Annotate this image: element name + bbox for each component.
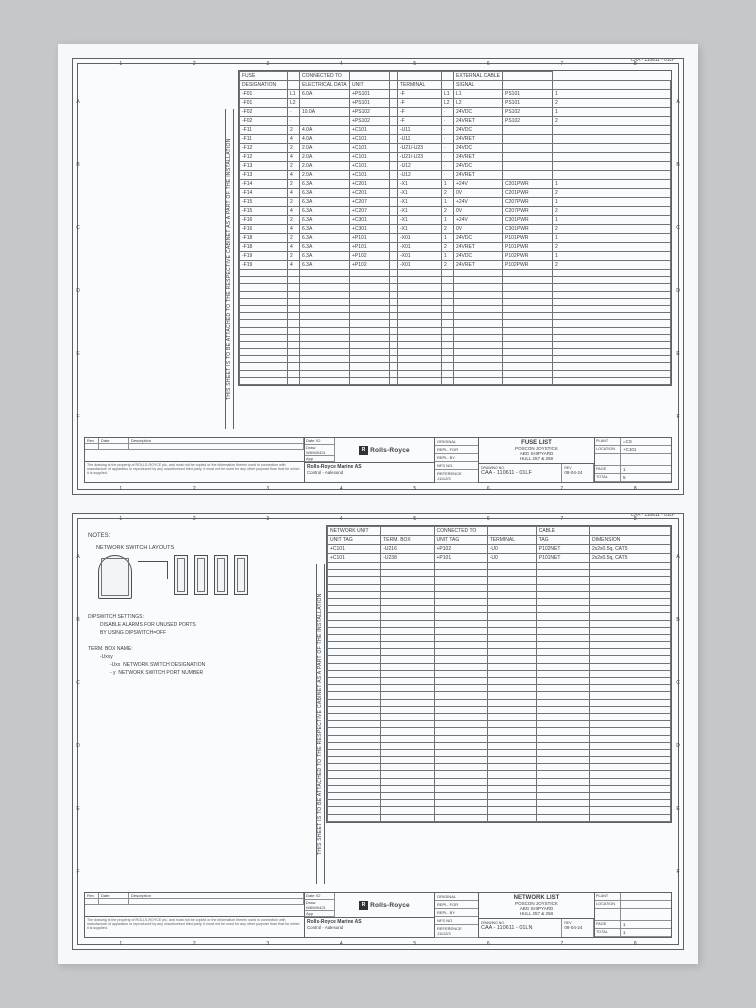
table-row: -F1426.3A+C201-X11+24VC201PWR1 [240, 180, 671, 189]
drawing-fuse-list: CAA - 110611 - 01LF 12345678 12345678 AB… [72, 58, 684, 495]
table-row: -F1242.0A+C101-U21/-U23·24VRET [240, 153, 671, 162]
table-row: -F1222.0A+C101-U21/-U23·24VDC [240, 144, 671, 153]
rolls-royce-logo: R Rolls-Royce [335, 438, 434, 462]
grid-col-refs-b: 12345678 [84, 486, 672, 492]
legal-note: The drawing is the property of ROLLS-ROY… [85, 462, 304, 482]
fuse-list-table: FUSECONNECTED TOEXTERNAL CABLEDESIGNATIO… [238, 70, 672, 386]
switch-module-icon [174, 555, 188, 595]
switch-module-icon [214, 555, 228, 595]
table-row: -F1144.0A+C101-U11·24VRET [240, 135, 671, 144]
table-row: -F1826.3A+P101-X01124VDCP101PWR1 [240, 234, 671, 243]
drawing-number: CAA - 110611 - 01LN [481, 925, 532, 931]
table-row: +C101-U216+P102-U0P102NET2x2x0.5q, CAT5 [328, 545, 671, 554]
table-row: -F1342.0A+C101-U12·24VRET [240, 171, 671, 180]
table-row: -F01L16.0A+PS101-FL1L1PS1011 [240, 90, 671, 99]
magnifier-icon [98, 555, 132, 599]
table-row: -F1446.3A+C201-X120VC201PWR2 [240, 189, 671, 198]
table-row: -F1846.3A+P101-X01224VRETP101PWR2 [240, 243, 671, 252]
table-row: -F1546.3A+C207-X120VC207PWR2 [240, 207, 671, 216]
installation-note-vertical: THIS SHEET IS TO BE ATTACHED TO THE RESP… [316, 564, 325, 884]
grid-col-refs: 12345678 [84, 61, 672, 67]
table-row: -F1526.3A+C207-X11+24VC207PWR1 [240, 198, 671, 207]
drawing-network-list: CAA - 110611 - 01LF 12345678 12345678 AB… [72, 513, 684, 950]
title-block: RevDateDescription The drawing is the pr… [84, 437, 672, 483]
table-row: +C101-U238+P101-U0P101NET2x2x0.5q, CAT5 [328, 554, 671, 563]
laminated-page: CAA - 110611 - 01LF 12345678 12345678 AB… [58, 44, 698, 964]
table-row: -F1626.3A+C301-X11+24VC301PWR1 [240, 216, 671, 225]
switch-module-icon [194, 555, 208, 595]
switch-module-icon [234, 555, 248, 595]
title-block: RevDateDescription The drawing is the pr… [84, 892, 672, 938]
rr-monogram-icon: R [359, 901, 368, 910]
drawing-number: CAA - 110611 - 01LF [481, 470, 532, 476]
table-row: -F1646.3A+C301-X120VC301PWR2 [240, 225, 671, 234]
table-row: -F1124.0A+C101-U11·24VDC [240, 126, 671, 135]
table-row: -F1322.0A+C101-U12·24VDC [240, 162, 671, 171]
network-list-table: NETWORK UNITCONNECTED TOCABLEUNIT TAGTER… [326, 525, 672, 823]
installation-note-vertical: THIS SHEET IS TO BE ATTACHED TO THE RESP… [225, 109, 234, 429]
network-switch-layout-diagram [98, 555, 308, 599]
table-row: -F1926.3A+P102-X01124VDCP102PWR1 [240, 252, 671, 261]
table-row: -F02·10.0A+PS102-F·24VDCPS1021 [240, 108, 671, 117]
notes-section: NOTES: NETWORK SWITCH LAYOUTS DIPSWITCH … [88, 533, 308, 677]
table-row: -F02·+PS102-F·24VRETPS1022 [240, 117, 671, 126]
table-row: -F1946.3A+P102-X01224VRETP102PWR2 [240, 261, 671, 270]
table-row: -F01L2+PS101-FL2L2PS1012 [240, 99, 671, 108]
rr-monogram-icon: R [359, 446, 368, 455]
